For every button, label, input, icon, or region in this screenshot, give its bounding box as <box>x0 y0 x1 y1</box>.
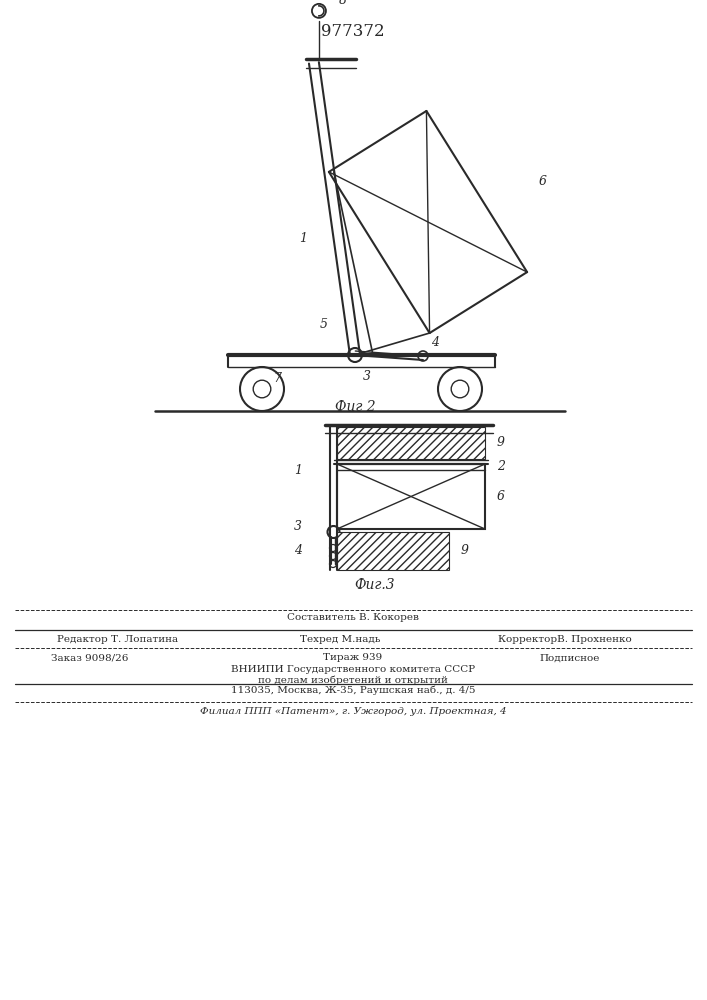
Text: 8: 8 <box>339 0 347 7</box>
Circle shape <box>329 552 337 560</box>
Text: 113035, Москва, Ж-35, Раушская наб., д. 4/5: 113035, Москва, Ж-35, Раушская наб., д. … <box>230 685 475 695</box>
Text: Тираж 939: Тираж 939 <box>323 654 382 662</box>
Text: Заказ 9098/26: Заказ 9098/26 <box>52 654 129 662</box>
Bar <box>337 427 485 459</box>
Text: ВНИИПИ Государственного комитета СССР: ВНИИПИ Государственного комитета СССР <box>231 666 475 674</box>
Text: по делам изобретений и открытий: по делам изобретений и открытий <box>258 675 448 685</box>
Text: Фиг 2: Фиг 2 <box>334 400 375 414</box>
Text: Подписное: Подписное <box>540 654 600 662</box>
Text: 3: 3 <box>294 520 302 534</box>
Text: Редактор Т. Лопатина: Редактор Т. Лопатина <box>57 635 179 644</box>
Circle shape <box>327 526 339 538</box>
Text: 3: 3 <box>363 370 371 383</box>
Text: 6: 6 <box>539 175 547 188</box>
Text: КорректорВ. Прохненко: КорректорВ. Прохненко <box>498 635 632 644</box>
Circle shape <box>418 351 428 361</box>
Circle shape <box>348 348 362 362</box>
Text: 6: 6 <box>497 490 505 503</box>
Text: Филиал ППП «Патент», г. Ужгород, ул. Проектная, 4: Филиал ППП «Патент», г. Ужгород, ул. Про… <box>199 708 506 716</box>
Text: 4: 4 <box>294 544 302 556</box>
Text: 9: 9 <box>461 544 469 558</box>
Bar <box>337 532 449 570</box>
Text: 4: 4 <box>431 336 439 349</box>
Text: 5: 5 <box>320 318 328 332</box>
Circle shape <box>329 544 337 552</box>
Text: 1: 1 <box>294 464 302 477</box>
Text: Составитель В. Кокорев: Составитель В. Кокорев <box>287 613 419 622</box>
Text: Фиг.3: Фиг.3 <box>355 578 395 592</box>
Text: 7: 7 <box>273 372 281 385</box>
Text: Техред М.надь: Техред М.надь <box>300 635 380 644</box>
Circle shape <box>329 560 337 568</box>
Text: 1: 1 <box>300 232 308 245</box>
Text: 2: 2 <box>497 460 505 474</box>
Text: 9: 9 <box>497 436 505 450</box>
Text: 977372: 977372 <box>321 23 385 40</box>
Bar <box>337 464 485 529</box>
